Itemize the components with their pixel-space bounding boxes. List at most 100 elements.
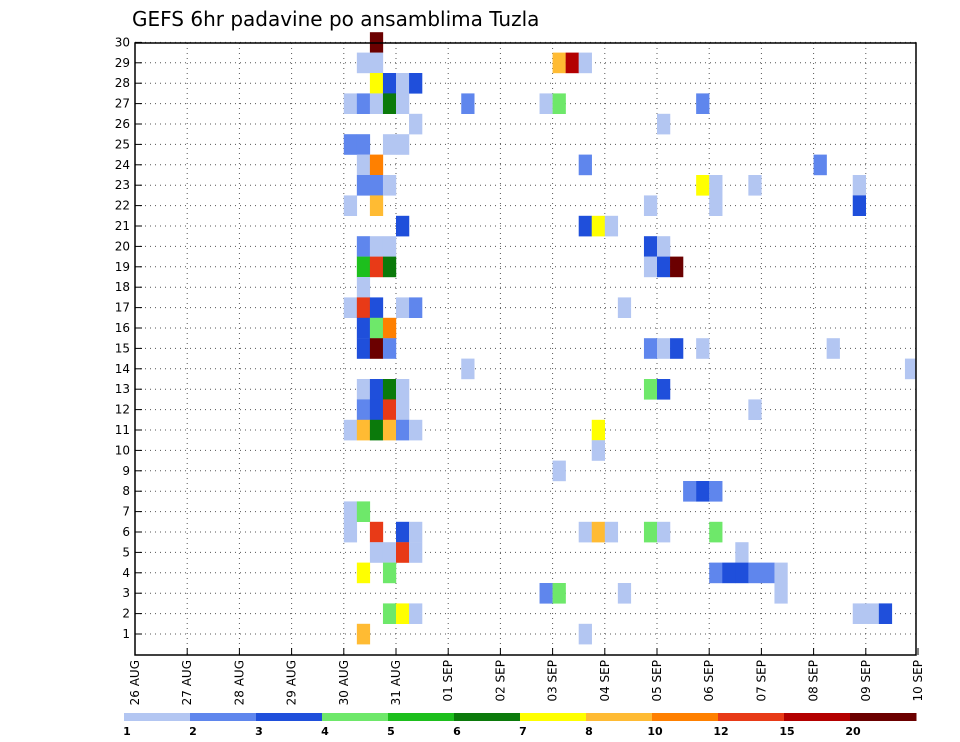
y-tick-label: 20: [115, 239, 130, 253]
precip-cell: [382, 603, 397, 624]
y-tick-label: 4: [122, 566, 130, 580]
precip-cell: [748, 175, 762, 196]
precip-cell: [396, 134, 410, 155]
y-tick-label: 19: [115, 260, 130, 274]
precip-cell: [643, 338, 658, 359]
colorbar-label: 20: [845, 725, 861, 738]
precip-cell: [409, 603, 423, 624]
precip-cell: [748, 399, 762, 420]
x-tick-label: 28 AUG: [232, 660, 246, 705]
colorbar-swatch: [256, 713, 323, 721]
precip-cell: [657, 379, 671, 400]
colorbar-swatch: [784, 713, 851, 721]
precip-cell: [396, 419, 410, 441]
precip-cell: [709, 481, 723, 502]
precip-cell: [591, 419, 605, 441]
precip-cell: [709, 562, 723, 584]
precip-cell: [369, 542, 384, 563]
precip-cell: [552, 583, 566, 604]
precip-cell: [369, 419, 384, 441]
precip-cell: [865, 603, 880, 624]
chart-title: GEFS 6hr padavine po ansamblima Tuzla: [132, 7, 539, 31]
precip-cell: [539, 93, 553, 114]
precip-cell: [382, 419, 397, 441]
colorbar-swatch: [652, 713, 719, 721]
precip-cell: [369, 154, 384, 176]
y-tick-label: 27: [115, 97, 130, 111]
x-tick-label: 27 AUG: [180, 660, 194, 705]
precip-cell: [461, 358, 475, 380]
y-tick-label: 24: [115, 158, 130, 172]
precip-cell: [591, 521, 605, 543]
colorbar-swatch: [520, 713, 587, 721]
precip-cell: [382, 338, 397, 359]
precip-cell: [709, 521, 723, 543]
precip-cell: [578, 215, 592, 237]
precip-cell: [396, 521, 410, 543]
precip-cell: [369, 236, 384, 257]
precip-cell: [657, 256, 671, 278]
precip-cell: [409, 542, 423, 563]
precip-cell: [696, 175, 710, 196]
precip-cell: [343, 93, 358, 114]
precip-cell: [696, 93, 710, 114]
colorbar-swatch: [718, 713, 785, 721]
precip-cell: [356, 134, 371, 155]
precip-cell: [657, 236, 671, 257]
x-tick-label: 31 AUG: [389, 660, 403, 705]
precip-cell: [356, 52, 371, 74]
colorbar-label: 7: [519, 725, 527, 738]
precip-cell: [382, 379, 397, 400]
precip-cell: [396, 297, 410, 318]
x-tick-label: 01 SEP: [441, 660, 455, 702]
precip-cell: [369, 93, 384, 114]
x-tick-label: 06 SEP: [702, 660, 716, 702]
y-tick-label: 17: [115, 301, 130, 315]
precip-cell: [552, 460, 566, 482]
precip-cell: [461, 93, 475, 114]
y-tick-label: 8: [122, 484, 130, 498]
precip-cell: [343, 134, 358, 155]
plot-frame: [134, 42, 917, 656]
precip-cell: [369, 379, 384, 400]
precip-cell: [356, 501, 371, 522]
precip-cell: [591, 440, 605, 461]
colorbar-label: 6: [453, 725, 461, 738]
precip-cell: [852, 195, 866, 216]
precip-cell: [369, 195, 384, 216]
precip-cell: [604, 521, 619, 543]
precip-cell: [409, 521, 423, 543]
precip-cell: [722, 562, 736, 584]
precip-cell: [709, 175, 723, 196]
precip-cell: [356, 256, 371, 278]
y-tick-label: 2: [122, 607, 130, 621]
precip-cell: [813, 154, 827, 176]
precip-cell: [369, 297, 384, 318]
colorbar-swatch: [190, 713, 257, 721]
y-tick-label: 9: [122, 464, 130, 478]
x-tick-label: 30 AUG: [337, 660, 351, 705]
precip-cell: [382, 134, 397, 155]
precip-cell: [670, 256, 684, 278]
precip-cell: [356, 338, 371, 359]
colorbar-swatch: [322, 713, 389, 721]
precip-cell: [657, 338, 671, 359]
colorbar-label: 5: [387, 725, 395, 738]
precip-cell: [396, 603, 410, 624]
x-axis-ticks: 26 AUG 27 AUG 28 AUG 29 AUG 30 AUG 31 AUG 01 S…: [128, 648, 925, 705]
y-tick-label: 18: [115, 280, 130, 294]
x-tick-label: 03 SEP: [546, 660, 560, 702]
colorbar-swatch: [454, 713, 521, 721]
colorbar-label: 12: [713, 725, 728, 738]
precip-cell: [552, 52, 566, 74]
colorbar: 1 2 3 4 5 6 7 8 10 12 15 20: [123, 713, 917, 738]
x-tick-label: 29 AUG: [285, 660, 299, 705]
precip-cell: [356, 93, 371, 114]
precip-cell: [643, 256, 658, 278]
colorbar-label: 4: [321, 725, 329, 738]
precip-cell: [396, 93, 410, 114]
precip-cell: [369, 399, 384, 420]
precip-cell: [735, 542, 749, 563]
precip-cell: [578, 52, 592, 74]
precip-cell: [748, 562, 762, 584]
